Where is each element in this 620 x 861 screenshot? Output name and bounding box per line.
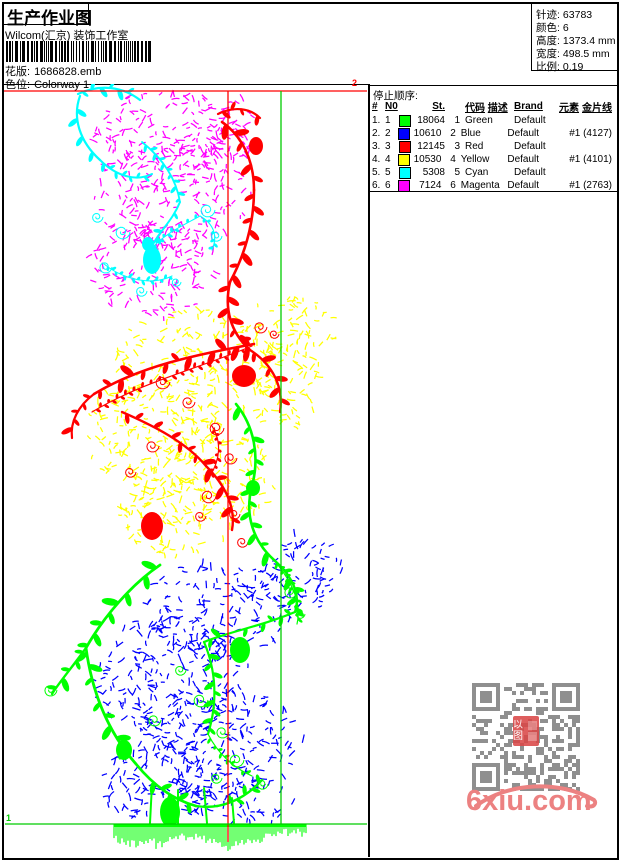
title-cell: 生产作业图 bbox=[4, 4, 92, 28]
stat-stitches: 针迹: 63783 bbox=[536, 9, 593, 21]
colorway-label: 色位: bbox=[5, 79, 31, 91]
pattern-row: 花版: 1686828.emb bbox=[5, 63, 101, 79]
barcode bbox=[6, 41, 151, 62]
thread-swatch bbox=[397, 127, 410, 140]
table-row: 4. 4 10530 4 Yellow Default #1 (4101) bbox=[372, 153, 612, 166]
table-row: 5. 5 5308 5 Cyan Default bbox=[372, 166, 546, 179]
thread-swatch bbox=[399, 140, 411, 153]
vertical-divider bbox=[368, 84, 370, 857]
colorway-value: Colorway 1 bbox=[34, 79, 90, 91]
stat-scale: 比例: 0.19 bbox=[536, 61, 584, 73]
stat-height: 高度: 1373.4 mm bbox=[536, 35, 616, 47]
table-row: 2. 2 10610 2 Blue Default #1 (4127) bbox=[372, 127, 612, 140]
watermark-site: 6xiu.com bbox=[466, 785, 592, 817]
stat-colors: 颜色: 6 bbox=[536, 22, 569, 34]
colorway-row: 色位: Colorway 1 bbox=[5, 76, 89, 92]
studio-name: Wilcom(汇京) 装饰工作室 bbox=[5, 30, 129, 42]
seal-faint-chars bbox=[526, 716, 539, 746]
thread-swatch bbox=[399, 114, 411, 127]
thread-swatch bbox=[397, 179, 410, 192]
red-seal-stamp: 以图 bbox=[513, 716, 539, 746]
hoop-marker-1: 1 bbox=[6, 813, 12, 823]
table-row: 1. 1 18064 1 Green Default bbox=[372, 114, 546, 127]
pattern-label: 花版: bbox=[5, 66, 31, 78]
table-header-row: # N0 St. 代码 描述 Brand 元素 金片线 bbox=[372, 101, 612, 114]
stop-sequence-table: 停止顺序: # N0 St. 代码 描述 Brand 元素 金片线 1. 1 180… bbox=[370, 85, 617, 192]
thread-swatch bbox=[399, 166, 411, 179]
embroidery-design-preview bbox=[4, 84, 367, 851]
hoop-marker-2: 2 bbox=[352, 78, 358, 88]
stats-box: 针迹: 63783 颜色: 6 高度: 1373.4 mm 宽度: 498.5 mm 比… bbox=[531, 4, 618, 73]
stat-width: 宽度: 498.5 mm bbox=[536, 48, 610, 60]
pattern-value: 1686828.emb bbox=[34, 66, 102, 78]
header-box: 生产作业图 Wilcom(汇京) 装饰工作室 花版: 1686828.emb 色位… bbox=[4, 4, 368, 91]
seal-text: 以图 bbox=[513, 720, 523, 742]
page-title: 生产作业图 bbox=[7, 9, 92, 28]
table-row: 3. 3 12145 3 Red Default bbox=[372, 140, 546, 153]
stop-sequence-title: 停止顺序: bbox=[373, 90, 418, 102]
qr-code bbox=[472, 683, 580, 791]
watermark-swoosh bbox=[474, 784, 598, 809]
thread-swatch bbox=[397, 153, 410, 166]
table-row: 6. 6 7124 6 Magenta Default #1 (2763) bbox=[372, 179, 612, 192]
